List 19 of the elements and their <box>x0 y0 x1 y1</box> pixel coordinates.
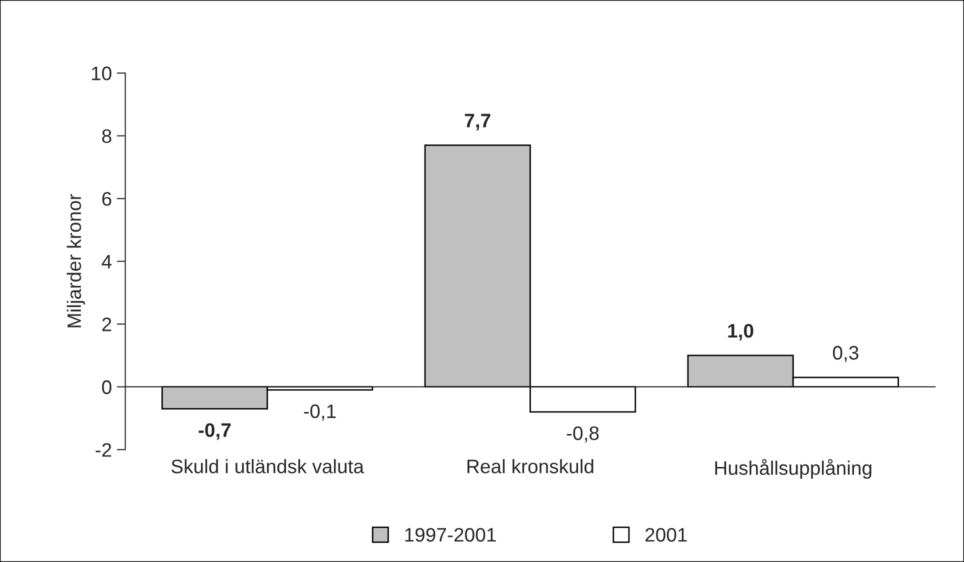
y-tick-label: -2 <box>96 443 112 457</box>
y-tick-label: 0 <box>102 380 112 394</box>
data-label: 0,3 <box>832 346 858 362</box>
y-tick-label: 6 <box>102 192 112 206</box>
y-tick-label: 10 <box>92 66 112 80</box>
legend-label: 1997-2001 <box>405 528 496 542</box>
data-label: 1,0 <box>728 324 754 341</box>
data-label: -0,7 <box>198 423 231 440</box>
data-label: -0,1 <box>304 404 336 420</box>
data-label: 7,7 <box>464 114 490 130</box>
x-tick-label: Hushållsupplåning <box>715 459 872 479</box>
x-tick-label: Skuld i utländsk valuta <box>171 459 364 474</box>
legend-label: 2001 <box>645 528 687 542</box>
x-tick-label: Real kronskuld <box>467 459 594 474</box>
data-label: -0,8 <box>566 426 599 442</box>
y-tick-label: 2 <box>102 318 112 332</box>
y-tick-label: 8 <box>102 129 112 144</box>
y-axis-title: Miljarder kronor <box>66 194 85 328</box>
y-tick-label: 4 <box>102 255 112 268</box>
